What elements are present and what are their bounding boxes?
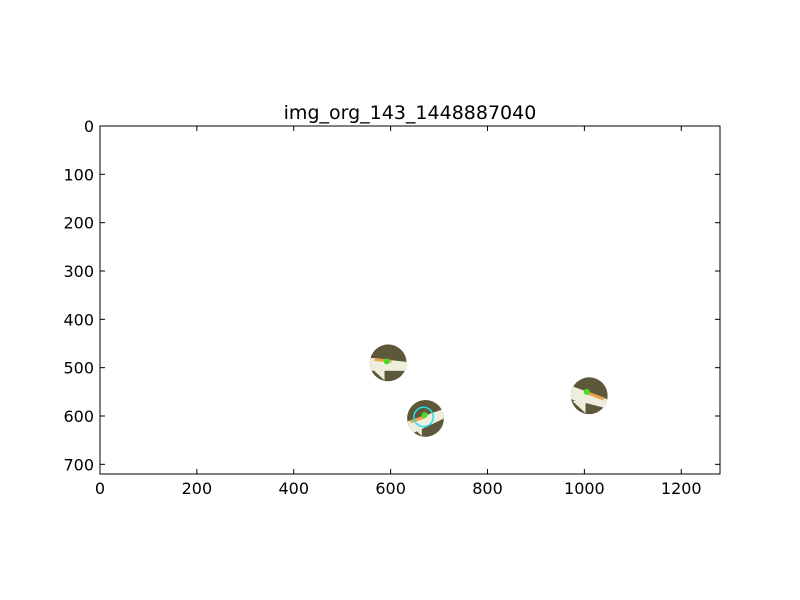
x-tick-label: 600: [375, 479, 406, 498]
object-light-wedge: [371, 363, 385, 381]
object-marker: [369, 344, 407, 382]
y-tick-label: 700: [63, 455, 94, 474]
ticks-layer: 0 200 400 600 800 1000 1200 0 100 200 300 400 500 600…: [63, 117, 720, 498]
object-texture: [570, 386, 608, 414]
object-keypoint: [383, 358, 390, 365]
x-tick-label: 400: [278, 479, 309, 498]
x-tick-label: 800: [472, 479, 503, 498]
object-light-band: [570, 386, 608, 408]
object-light-wedge: [572, 396, 586, 414]
object-keypoint: [583, 388, 590, 395]
y-tick-label: 0: [84, 117, 94, 136]
y-tick-label: 300: [63, 262, 94, 281]
y-tick-label: 100: [63, 165, 94, 184]
object-light-wedge: [408, 419, 422, 436]
object-segment: [409, 415, 426, 424]
object-marker: [407, 400, 444, 437]
object-marker: [570, 377, 608, 415]
object-texture: [407, 409, 444, 436]
object-highlight-ring: [413, 406, 434, 428]
y-tick-label: 500: [63, 359, 94, 378]
plot-frame: [99, 125, 721, 475]
y-tick-label: 400: [63, 310, 94, 329]
x-tick-label: 200: [182, 479, 213, 498]
y-tick-label: 600: [63, 407, 94, 426]
x-tick-label: 0: [95, 479, 105, 498]
x-tick-label: 1000: [564, 479, 605, 498]
y-tick-label: 200: [63, 214, 94, 233]
x-tick-label: 1200: [661, 479, 702, 498]
objects-layer: [369, 344, 608, 437]
chart-title: img_org_143_1448887040: [284, 102, 537, 124]
object-keypoint: [421, 412, 428, 419]
